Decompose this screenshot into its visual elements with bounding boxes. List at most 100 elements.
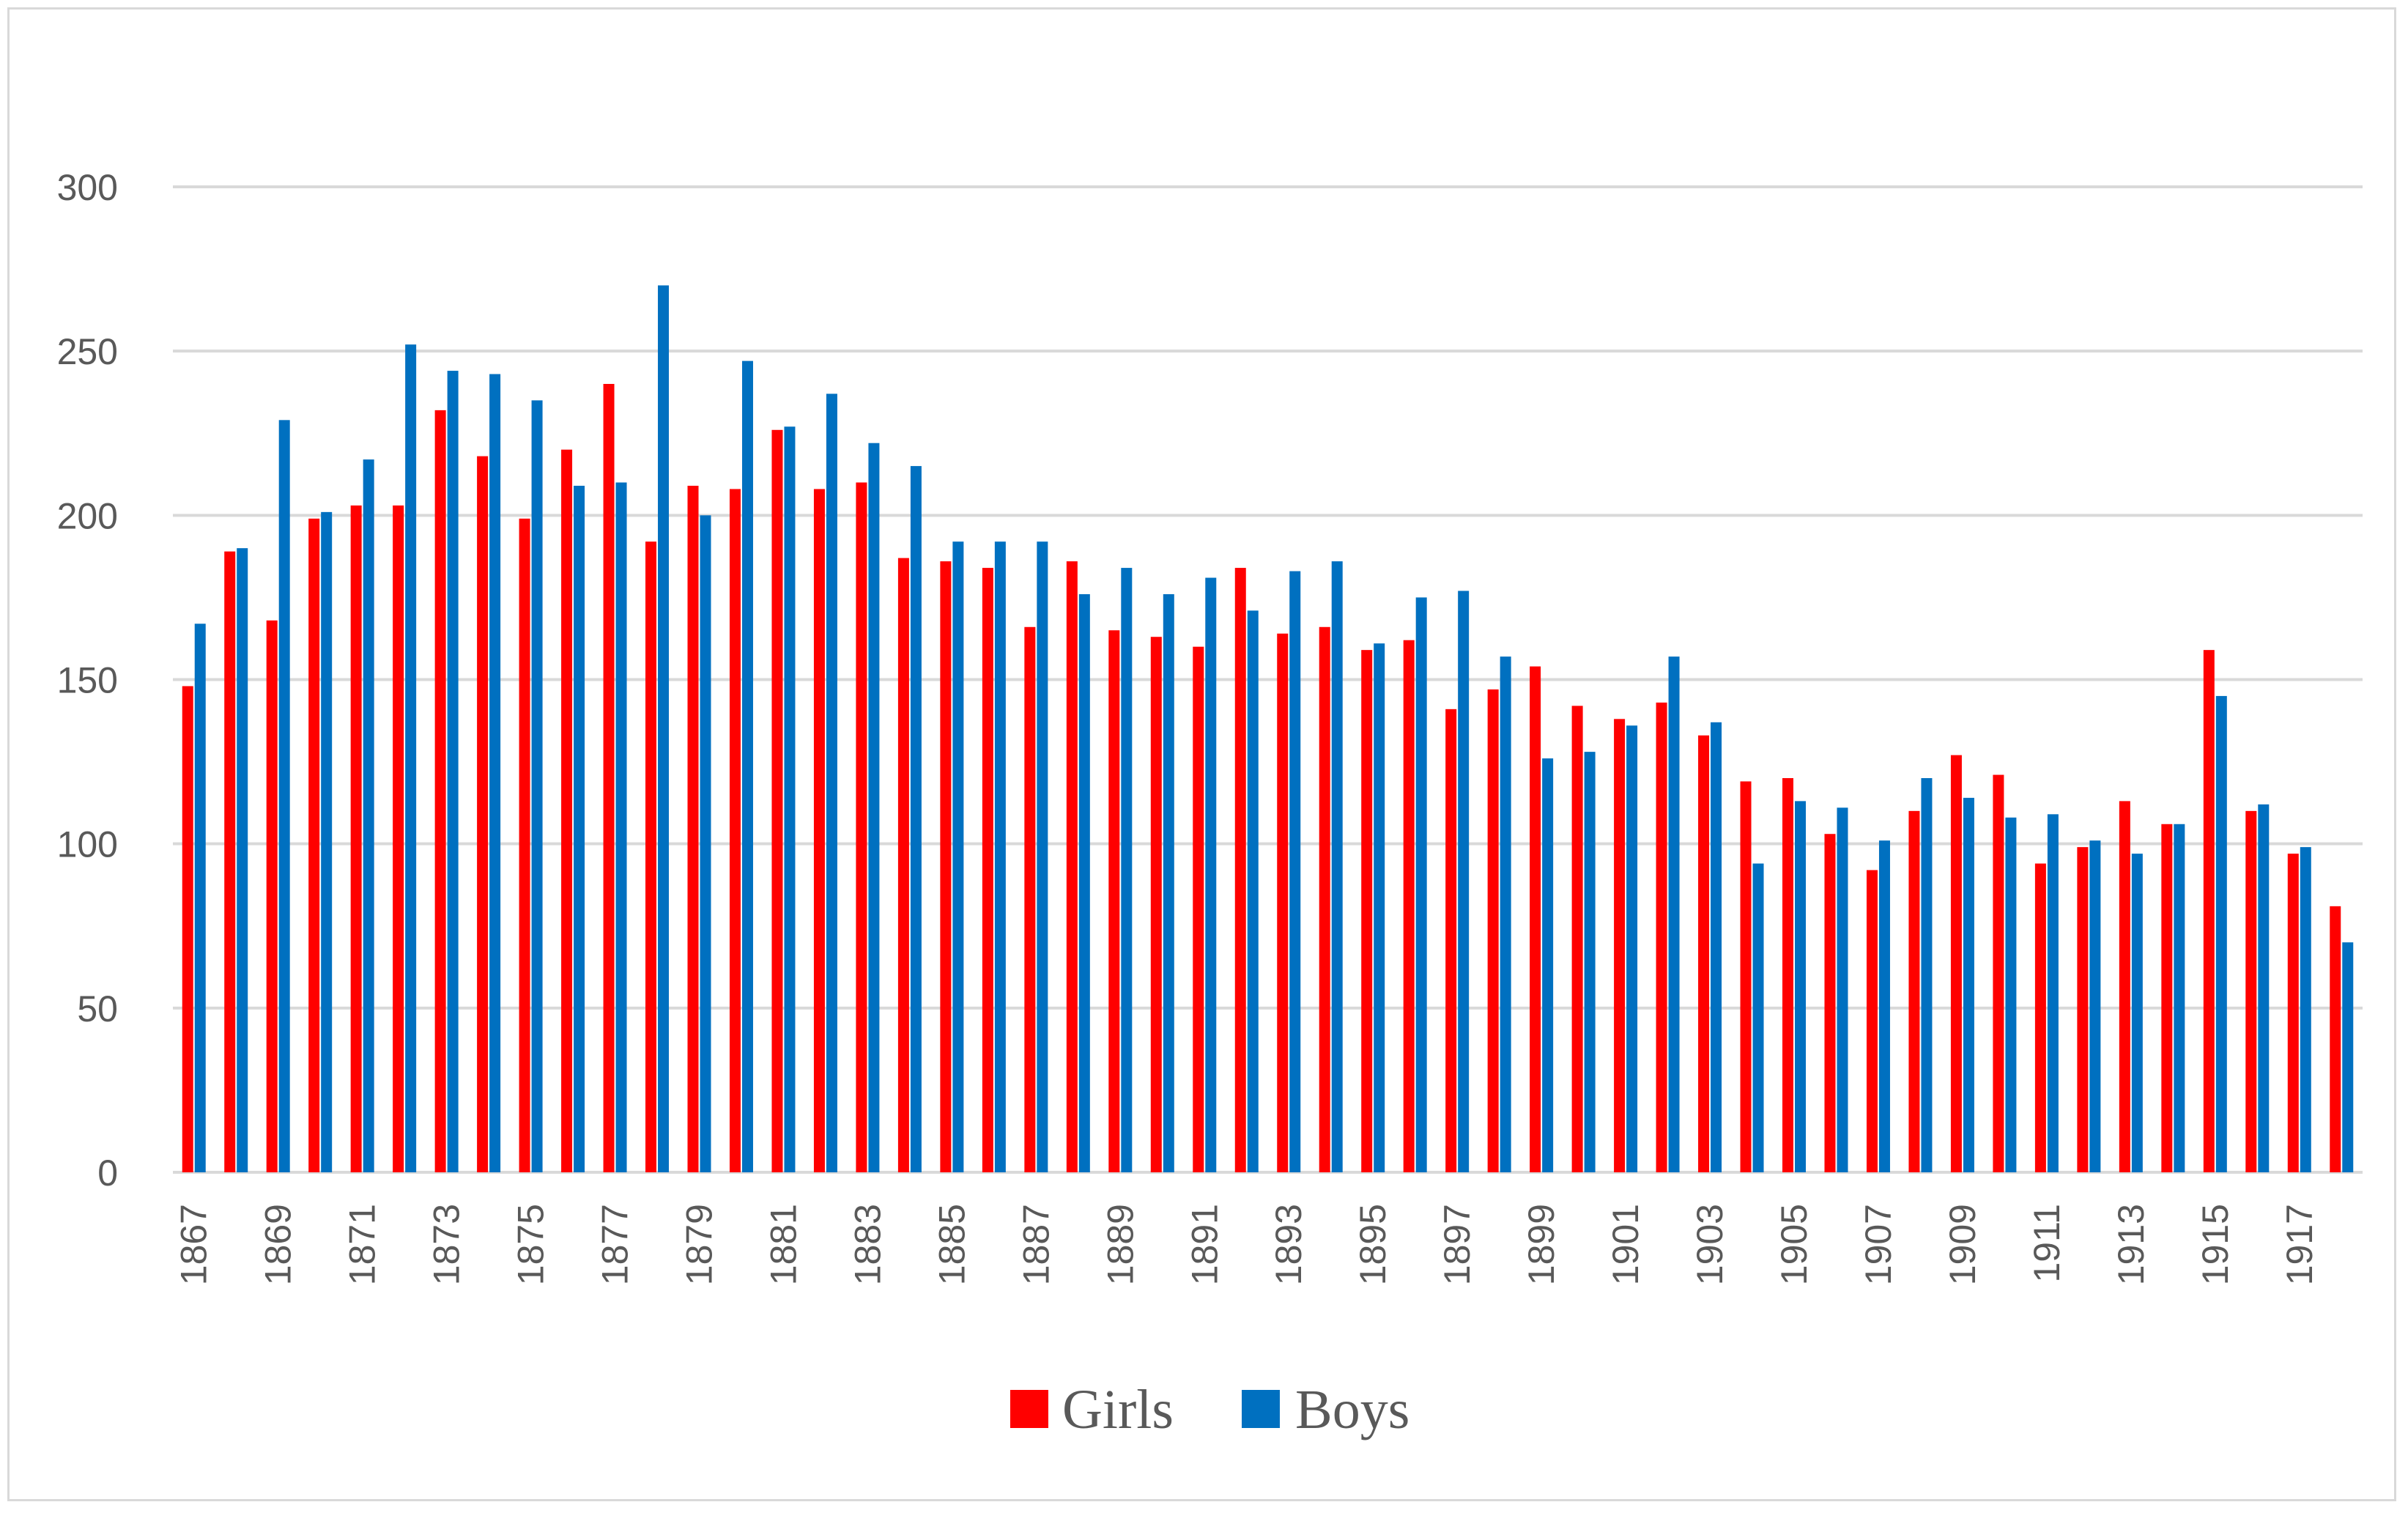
x-axis-ticks: 1867 1869 1871 1873 1875 1877 1879 1881 1883 1885… xyxy=(174,1204,2320,1285)
x-tick-label: 1889 xyxy=(1100,1204,1141,1285)
bar-girls-1873 xyxy=(434,410,446,1172)
x-tick-label: 1913 xyxy=(2111,1204,2152,1285)
bar-boys-1881 xyxy=(784,426,796,1172)
bar-boys-1903 xyxy=(1711,722,1722,1172)
y-tick-label: 150 xyxy=(57,660,118,701)
y-axis-ticks: 0 50 100 150 200 250 300 xyxy=(57,167,118,1194)
bar-girls-1876 xyxy=(561,449,573,1172)
bar-girls-1916 xyxy=(2245,810,2257,1172)
bar-girls-1899 xyxy=(1530,666,1541,1172)
bar-boys-1908 xyxy=(1921,778,1933,1172)
bar-boys-1874 xyxy=(489,374,501,1172)
bar-boys-1891 xyxy=(1205,577,1217,1172)
x-tick-label: 1883 xyxy=(847,1204,888,1285)
bar-boys-1896 xyxy=(1415,597,1427,1172)
bar-boys-1868 xyxy=(237,548,248,1172)
bar-boys-1906 xyxy=(1837,807,1848,1172)
bar-girls-1908 xyxy=(1908,810,1920,1172)
bar-girls-1900 xyxy=(1571,706,1583,1172)
x-tick-label: 1871 xyxy=(342,1204,383,1285)
x-tick-label: 1893 xyxy=(1268,1204,1309,1285)
bar-boys-1885 xyxy=(952,541,964,1172)
bar-boys-1883 xyxy=(868,443,880,1172)
x-tick-label: 1915 xyxy=(2195,1204,2236,1285)
bar-boys-1875 xyxy=(531,400,543,1172)
bar-girls-1887 xyxy=(1024,626,1036,1172)
x-tick-label: 1891 xyxy=(1184,1204,1225,1285)
bar-girls-1871 xyxy=(350,505,362,1172)
bar-girls-1906 xyxy=(1824,834,1836,1172)
bar-boys-1902 xyxy=(1668,656,1680,1172)
legend-label-boys: Boys xyxy=(1295,1379,1409,1440)
x-tick-label: 1887 xyxy=(1015,1204,1056,1285)
bar-boys-1905 xyxy=(1795,801,1807,1172)
bar-girls-1902 xyxy=(1656,702,1667,1172)
bar-girls-1884 xyxy=(897,558,909,1172)
bar-girls-1898 xyxy=(1487,689,1499,1172)
x-tick-label: 1911 xyxy=(2026,1204,2067,1283)
bar-boys-1882 xyxy=(826,393,837,1173)
bar-girls-1907 xyxy=(1866,870,1878,1172)
bar-girls-1867 xyxy=(182,686,193,1172)
bar-boys-1872 xyxy=(405,344,417,1173)
x-tick-label: 1879 xyxy=(679,1204,720,1285)
x-tick-label: 1877 xyxy=(595,1204,636,1285)
x-tick-label: 1909 xyxy=(1942,1204,1983,1285)
bar-girls-1892 xyxy=(1234,568,1246,1172)
bar-boys-1870 xyxy=(321,511,333,1172)
bar-boys-1869 xyxy=(278,420,290,1172)
bar-girls-1888 xyxy=(1066,561,1078,1172)
bar-girls-1910 xyxy=(1993,774,2004,1172)
bar-girls-1901 xyxy=(1614,719,1626,1172)
x-tick-label: 1875 xyxy=(511,1204,552,1285)
bar-girls-1881 xyxy=(771,429,783,1172)
x-tick-label: 1881 xyxy=(763,1204,804,1285)
legend: Girls Boys xyxy=(1010,1379,1409,1440)
bar-boys-1900 xyxy=(1584,752,1596,1172)
y-tick-label: 100 xyxy=(57,824,118,865)
x-tick-label: 1917 xyxy=(2279,1204,2320,1285)
bar-girls-1895 xyxy=(1361,650,1373,1172)
legend-swatch-girls xyxy=(1010,1390,1048,1428)
bar-girls-1868 xyxy=(224,551,236,1172)
bar-boys-1879 xyxy=(700,515,711,1172)
bar-girls-1912 xyxy=(2077,847,2089,1172)
bar-boys-1913 xyxy=(2131,854,2143,1172)
y-tick-label: 200 xyxy=(57,495,118,536)
bar-boys-1899 xyxy=(1542,758,1554,1172)
y-tick-label: 250 xyxy=(57,331,118,372)
legend-label-girls: Girls xyxy=(1062,1379,1174,1440)
bar-girls-1878 xyxy=(645,541,657,1172)
bar-boys-1917 xyxy=(2300,847,2311,1172)
bar-girls-1914 xyxy=(2161,824,2173,1172)
bar-boys-1914 xyxy=(2174,824,2185,1172)
bar-girls-1882 xyxy=(813,489,825,1172)
bar-boys-1915 xyxy=(2215,695,2227,1172)
bar-boys-1888 xyxy=(1078,593,1090,1172)
bar-boys-1897 xyxy=(1458,591,1470,1172)
bar-boys-1876 xyxy=(574,485,585,1172)
bar-boys-1886 xyxy=(994,541,1006,1172)
x-tick-label: 1867 xyxy=(174,1204,215,1285)
bar-girls-1883 xyxy=(856,482,867,1172)
bar-boys-1894 xyxy=(1331,561,1343,1172)
bar-girls-1918 xyxy=(2330,906,2341,1172)
x-tick-label: 1907 xyxy=(1858,1204,1899,1285)
bar-girls-1913 xyxy=(2119,801,2130,1172)
bar-boys-1871 xyxy=(363,459,374,1172)
bar-boys-1877 xyxy=(615,482,627,1172)
bars xyxy=(182,285,2354,1173)
bar-boys-1904 xyxy=(1752,863,1764,1172)
bar-boys-1911 xyxy=(2047,814,2059,1172)
bar-boys-1892 xyxy=(1247,610,1259,1172)
bar-boys-1867 xyxy=(194,624,206,1172)
bar-girls-1915 xyxy=(2203,650,2215,1172)
bar-girls-1877 xyxy=(603,384,615,1172)
x-tick-label: 1899 xyxy=(1521,1204,1562,1285)
bar-girls-1891 xyxy=(1193,646,1204,1172)
bar-boys-1880 xyxy=(741,360,753,1172)
bar-boys-1884 xyxy=(910,466,922,1172)
x-tick-label: 1895 xyxy=(1352,1204,1393,1285)
legend-swatch-boys xyxy=(1242,1390,1280,1428)
bar-boys-1907 xyxy=(1878,840,1890,1172)
